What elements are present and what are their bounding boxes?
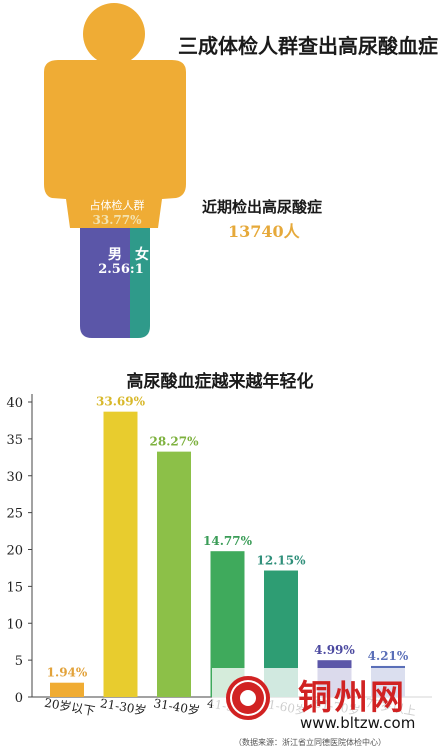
y-tick-label: 25 <box>6 507 23 522</box>
figure-body <box>44 60 186 228</box>
headline: 三成体检人群查出高尿酸血症 <box>178 34 438 58</box>
chart-title: 高尿酸血症越来越年轻化 <box>126 372 314 392</box>
category-label: 20岁以下 <box>43 695 96 719</box>
gender-ratio: 2.56:1 <box>98 262 144 277</box>
female-label: 女 <box>135 247 149 263</box>
y-tick-label: 35 <box>6 433 23 448</box>
y-tick-label: 40 <box>6 396 23 411</box>
share-label: 占体检人群 <box>89 199 145 212</box>
bar-value-label: 28.27% <box>150 435 200 449</box>
data-source: （数据来源：浙江省立同德医院体检中心） <box>234 738 386 747</box>
site-logo-icon <box>226 676 270 720</box>
figure-head <box>83 3 145 65</box>
category-label: 21-30岁 <box>99 695 148 718</box>
figure-legs-male <box>80 228 130 338</box>
bar-value-label: 4.21% <box>368 649 409 663</box>
bar-value-label: 14.77% <box>203 534 253 548</box>
figure-legs-female <box>130 228 150 338</box>
bar-value-label: 33.69% <box>96 395 146 409</box>
bar <box>50 682 84 697</box>
recent-label: 近期检出高尿酸症 <box>202 198 323 216</box>
person-figure <box>44 3 186 338</box>
y-tick-label: 0 <box>15 691 23 706</box>
bar <box>157 451 191 697</box>
recent-value: 13740人 <box>228 222 300 241</box>
bar-value-label: 12.15% <box>257 554 307 568</box>
y-tick-label: 15 <box>6 580 23 595</box>
watermark-site-name: 铜州网 <box>298 678 406 718</box>
y-tick-label: 10 <box>6 617 23 632</box>
share-value: 33.77% <box>92 213 142 227</box>
bar-value-label: 4.99% <box>314 643 355 657</box>
watermark-url: www.bltzw.com <box>300 714 416 732</box>
y-tick-label: 20 <box>6 544 23 559</box>
category-label: 31-40岁 <box>153 695 202 718</box>
male-label: 男 <box>108 247 122 263</box>
bar-value-label: 1.94% <box>47 666 88 680</box>
y-tick-label: 30 <box>6 470 23 485</box>
y-tick-label: 5 <box>15 654 23 669</box>
bar <box>103 411 138 697</box>
